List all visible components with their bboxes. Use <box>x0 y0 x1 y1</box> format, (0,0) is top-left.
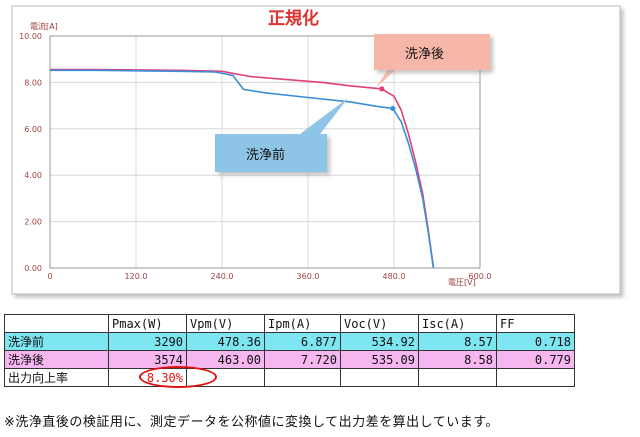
y-axis-label: 電流[A] <box>30 21 58 31</box>
highlight-oval <box>138 365 217 388</box>
callout-before-label: 洗浄前 <box>246 147 285 163</box>
header-cell: Pmax(W) <box>108 314 187 333</box>
y-tick-label: 4.00 <box>24 171 42 180</box>
mpp-marker <box>390 105 396 112</box>
empty-cell <box>340 368 419 387</box>
table-header-row: Pmax(W) Vpm(V) Ipm(A) Voc(V) Isc(A) FF <box>4 314 575 333</box>
empty-cell <box>418 368 497 387</box>
y-tick-label: 0.00 <box>24 264 42 273</box>
iv-chart: 0 120.0 240.0 360.0 480.0 600.0 0.00 2.00 4.00 6.… <box>11 5 621 295</box>
chart-title: 正規化 <box>268 8 319 29</box>
x-tick-label: 480.0 <box>383 272 406 281</box>
header-cell: FF <box>496 314 575 333</box>
y-tick-label: 8.00 <box>24 78 42 87</box>
footnote: ※洗浄直後の検証用に、測定データを公称値に変換して出力差を算出しています。 <box>4 415 499 430</box>
series <box>50 68 435 269</box>
x-tick-label: 0 <box>47 272 52 281</box>
cell-ipm: 6.877 <box>264 332 341 351</box>
x-tick-label: 240.0 <box>211 272 234 281</box>
markers <box>379 86 396 112</box>
table-row-after: 洗浄後 3574 463.00 7.720 535.09 8.58 0.779 <box>4 350 575 369</box>
header-cell: Isc(A) <box>418 314 497 333</box>
table-row-improvement: 出力向上率 8.30% <box>4 365 575 388</box>
chart-svg: 0 120.0 240.0 360.0 480.0 600.0 0.00 2.00 4.00 6.… <box>11 5 621 295</box>
series-line <box>50 69 435 269</box>
cell-voc: 535.09 <box>340 350 419 369</box>
y-tick-label: 2.00 <box>24 218 42 227</box>
x-tick-label: 120.0 <box>125 272 148 281</box>
callout-before-box <box>215 134 327 172</box>
header-cell <box>4 314 109 333</box>
cell-pmax: 3574 <box>108 350 187 369</box>
callout-after-label: 洗浄後 <box>405 47 444 62</box>
empty-cell <box>264 368 341 387</box>
cell-ff: 0.779 <box>496 350 575 369</box>
x-tick-label: 600.0 <box>469 272 492 281</box>
tick-labels: 0 120.0 240.0 360.0 480.0 600.0 0.00 2.00 4.00 6.… <box>19 32 491 281</box>
cell-ff: 0.718 <box>496 332 575 351</box>
callout-before-tail <box>300 98 348 134</box>
row-label: 洗浄前 <box>4 332 109 351</box>
header-cell: Vpm(V) <box>186 314 265 333</box>
header-cell: Ipm(A) <box>264 314 341 333</box>
empty-cell <box>496 368 575 387</box>
improvement-label: 出力向上率 <box>4 368 109 387</box>
table-row-before: 洗浄前 3290 478.36 6.877 534.92 8.57 0.718 <box>4 332 575 351</box>
cell-vpm: 463.00 <box>186 350 265 369</box>
improvement-cell: 8.30% <box>108 365 217 388</box>
header-cell: Voc(V) <box>340 314 419 333</box>
improvement-value-wrap: 8.30% <box>138 365 217 388</box>
cell-isc: 8.58 <box>418 350 497 369</box>
cell-voc: 534.92 <box>340 332 419 351</box>
y-tick-label: 10.00 <box>19 32 42 41</box>
y-tick-label: 6.00 <box>24 125 42 134</box>
x-axis-label: 電圧[V] <box>448 278 476 287</box>
callout-after: 洗浄後 <box>374 34 490 88</box>
cell-ipm: 7.720 <box>264 350 341 369</box>
cell-pmax: 3290 <box>108 332 187 351</box>
cell-vpm: 478.36 <box>186 332 265 351</box>
mpp-marker <box>379 86 385 92</box>
grid <box>49 35 481 269</box>
plot-area <box>49 35 481 269</box>
x-tick-label: 360.0 <box>297 272 320 281</box>
callout-before: 洗浄前 <box>215 98 348 172</box>
cell-isc: 8.57 <box>418 332 497 351</box>
row-label: 洗浄後 <box>4 350 109 369</box>
series-line <box>50 68 435 269</box>
callout-after-box <box>374 34 490 70</box>
results-table: Pmax(W) Vpm(V) Ipm(A) Voc(V) Isc(A) FF 洗… <box>4 314 575 388</box>
